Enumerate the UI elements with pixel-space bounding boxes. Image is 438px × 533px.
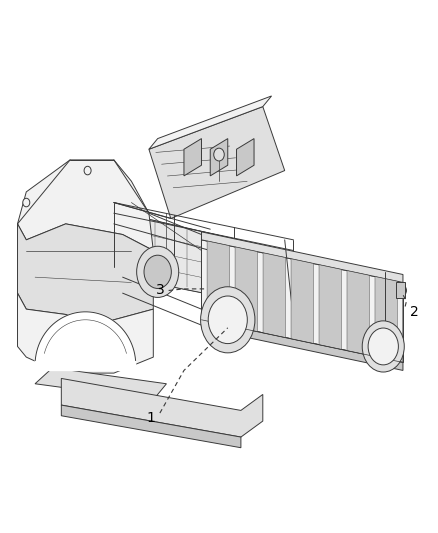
Polygon shape [123, 213, 285, 309]
Text: 1: 1 [147, 411, 155, 425]
Polygon shape [18, 293, 153, 373]
Text: 3: 3 [155, 284, 164, 297]
Circle shape [144, 255, 171, 288]
Polygon shape [149, 96, 272, 149]
Polygon shape [184, 139, 201, 176]
Circle shape [362, 321, 404, 372]
Polygon shape [18, 224, 153, 320]
Circle shape [208, 296, 247, 344]
Polygon shape [237, 139, 254, 176]
Circle shape [368, 328, 399, 365]
Polygon shape [18, 160, 153, 251]
Polygon shape [291, 259, 314, 343]
Polygon shape [207, 241, 230, 326]
Circle shape [214, 148, 224, 161]
Polygon shape [35, 368, 166, 400]
Circle shape [398, 285, 406, 296]
Text: 2: 2 [410, 305, 418, 319]
Polygon shape [149, 107, 285, 219]
Circle shape [23, 198, 30, 207]
Circle shape [137, 246, 179, 297]
Polygon shape [319, 265, 341, 350]
Polygon shape [347, 271, 369, 356]
Circle shape [201, 287, 255, 353]
Polygon shape [396, 282, 405, 298]
Polygon shape [235, 247, 258, 332]
Circle shape [84, 166, 91, 175]
Polygon shape [61, 405, 241, 448]
Polygon shape [210, 139, 228, 176]
Polygon shape [61, 378, 263, 437]
Polygon shape [375, 277, 397, 361]
Polygon shape [263, 253, 286, 337]
Polygon shape [201, 320, 403, 370]
Polygon shape [201, 240, 403, 362]
Polygon shape [35, 312, 136, 370]
Polygon shape [201, 232, 403, 282]
